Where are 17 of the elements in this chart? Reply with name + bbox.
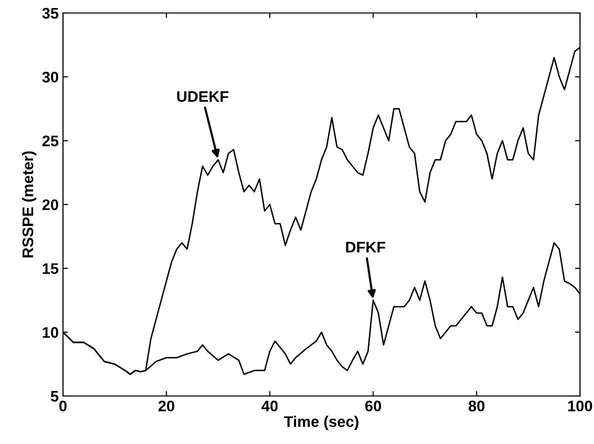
x-tick-label: 80 bbox=[468, 400, 484, 412]
x-axis-title: Time (sec) bbox=[284, 416, 358, 430]
y-tick-label: 20 bbox=[42, 199, 58, 210]
x-tick-label: 20 bbox=[158, 400, 174, 412]
annotation: DFKF bbox=[346, 242, 386, 252]
y-tick-label: 10 bbox=[42, 327, 58, 338]
x-tick-label: 40 bbox=[262, 400, 278, 412]
y-axis-title: RSSPE (meter) bbox=[22, 151, 36, 258]
annotation: UDEKF bbox=[177, 91, 228, 102]
y-tick-label: 15 bbox=[42, 263, 58, 274]
x-tick-label: 100 bbox=[568, 400, 592, 412]
y-tick-label: 25 bbox=[42, 136, 58, 146]
x-tick-label: 60 bbox=[365, 400, 382, 412]
y-tick-label: 30 bbox=[42, 72, 58, 83]
x-tick-label: 0 bbox=[59, 400, 67, 412]
y-tick-label: 5 bbox=[50, 391, 58, 402]
y-tick-label: 35 bbox=[42, 8, 58, 19]
